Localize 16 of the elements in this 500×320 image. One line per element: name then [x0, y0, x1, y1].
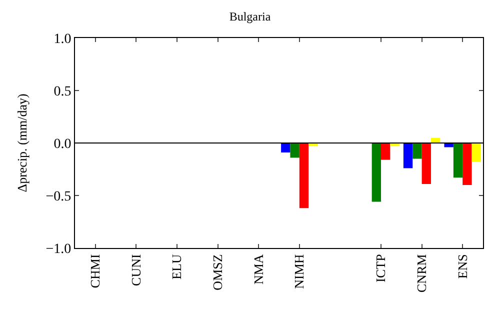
x-tick-label: ELU	[169, 254, 184, 280]
chart-title: Bulgaria	[229, 9, 272, 24]
x-tick-label: ICTP	[373, 254, 388, 282]
y-tick-label: 0.0	[54, 136, 72, 152]
y-axis-title: Δprecip. (mm/day)	[14, 94, 30, 192]
x-tick-label: OMSZ	[210, 254, 226, 290]
x-tick-label: NMA	[250, 254, 266, 285]
x-tick-label: ENS	[454, 254, 470, 279]
y-tick-label: 1.0	[54, 32, 72, 47]
x-tick-label: CHMI	[88, 254, 103, 288]
x-tick-label: CNRM	[414, 254, 430, 292]
y-tick-label: −1.0	[46, 242, 72, 257]
x-tick-label: CUNI	[128, 254, 144, 286]
x-tick-label: NIMH	[292, 254, 307, 289]
y-tick-label: 0.5	[54, 84, 72, 100]
y-tick-label: −0.5	[46, 189, 72, 204]
